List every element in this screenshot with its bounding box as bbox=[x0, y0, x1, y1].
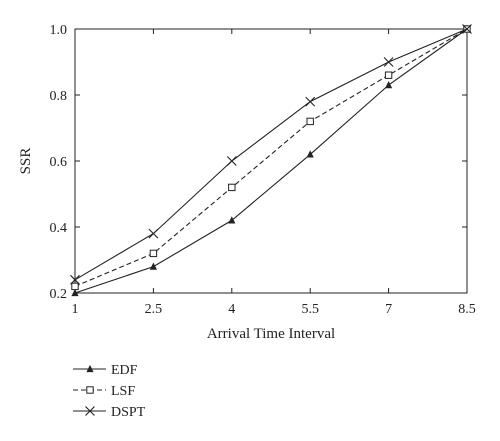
x-axis-label: Arrival Time Interval bbox=[207, 326, 335, 342]
legend-label-lsf: LSF bbox=[111, 384, 135, 399]
x-tick-label: 2.5 bbox=[145, 302, 163, 317]
plot-frame bbox=[74, 28, 468, 294]
y-tick-label: 0.4 bbox=[50, 221, 68, 236]
data-point-dspt bbox=[226, 156, 237, 166]
data-point-edf bbox=[306, 150, 314, 158]
legend-label-edf: EDF bbox=[111, 363, 138, 378]
legend-item-lsf: LSF bbox=[73, 384, 135, 399]
data-point-lsf bbox=[384, 71, 393, 79]
data-point-lsf bbox=[228, 183, 236, 192]
data-point-edf bbox=[385, 81, 393, 89]
data-point-lsf bbox=[306, 117, 314, 126]
data-point-edf bbox=[71, 288, 79, 297]
series-edf bbox=[71, 24, 471, 297]
legend-item-dspt: DSPT bbox=[73, 405, 146, 420]
series-line-edf bbox=[74, 28, 468, 294]
x-tick-label: 8.5 bbox=[458, 302, 476, 317]
data-point-dspt bbox=[462, 24, 472, 34]
x-tick-label: 7 bbox=[385, 302, 392, 317]
legend-item-edf: EDF bbox=[73, 363, 138, 378]
y-tick-label: 0.6 bbox=[50, 155, 68, 170]
legend-marker-dspt bbox=[85, 406, 95, 416]
data-point-dspt bbox=[70, 274, 80, 285]
series-line-dspt bbox=[74, 28, 468, 281]
series-line-lsf bbox=[74, 28, 468, 287]
y-axis-label: SSR bbox=[18, 148, 34, 175]
y-axis-ticks: 0.2 0.4 0.6 0.8 1.0 bbox=[50, 23, 467, 302]
data-point-edf bbox=[149, 262, 157, 270]
legend-label-dspt: DSPT bbox=[111, 405, 146, 420]
y-tick-label: 1.0 bbox=[50, 23, 68, 38]
legend-marker-lsf bbox=[86, 386, 94, 394]
series-lsf bbox=[71, 25, 471, 291]
data-point-lsf bbox=[71, 282, 79, 291]
data-point-lsf bbox=[149, 249, 158, 258]
y-tick-label: 0.2 bbox=[50, 287, 68, 302]
series-layer bbox=[70, 24, 472, 297]
x-tick-label: 4 bbox=[228, 302, 235, 317]
x-axis-ticks: 1 2.5 4 5.5 7 8.5 bbox=[72, 29, 476, 317]
series-dspt bbox=[70, 24, 472, 285]
y-tick-label: 0.8 bbox=[50, 89, 68, 104]
data-point-edf bbox=[228, 216, 236, 224]
data-point-dspt bbox=[383, 57, 394, 67]
data-point-dspt bbox=[148, 228, 159, 239]
x-tick-label: 5.5 bbox=[301, 302, 319, 317]
x-tick-label: 1 bbox=[72, 302, 79, 317]
legend: EDF LSF DSPT bbox=[73, 363, 146, 420]
legend-marker-edf bbox=[86, 364, 94, 373]
data-point-dspt bbox=[305, 96, 316, 107]
